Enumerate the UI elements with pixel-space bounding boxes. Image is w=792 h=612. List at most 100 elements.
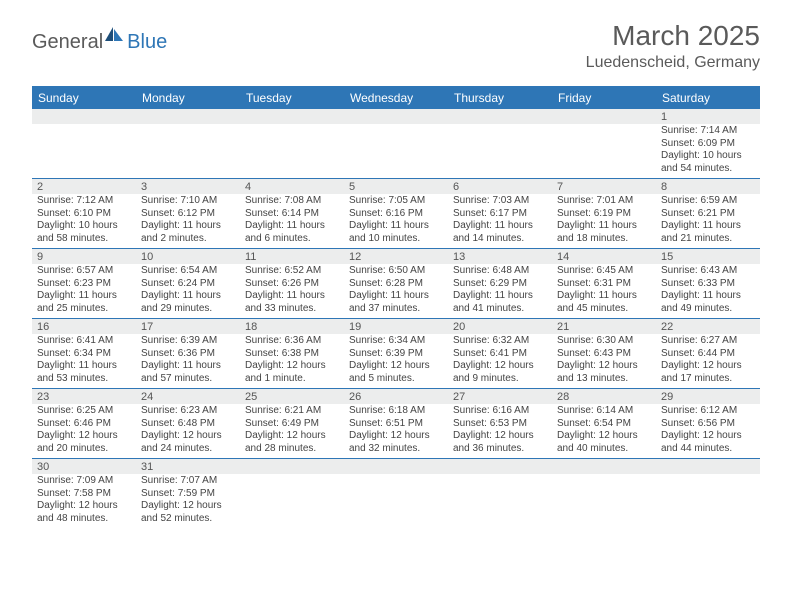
week-row: Sunrise: 7:14 AMSunset: 6:09 PMDaylight:… xyxy=(32,124,760,179)
sunset-text: Sunset: 6:31 PM xyxy=(557,278,651,291)
daylight-text: Daylight: 11 hours and 49 minutes. xyxy=(661,290,755,315)
sunrise-text: Sunrise: 6:45 AM xyxy=(557,265,651,278)
daylight-text: Daylight: 12 hours and 52 minutes. xyxy=(141,500,235,525)
week-row: Sunrise: 6:57 AMSunset: 6:23 PMDaylight:… xyxy=(32,264,760,319)
day-number: 3 xyxy=(136,179,240,194)
day-header-cell: Thursday xyxy=(448,87,552,109)
daylight-text: Daylight: 12 hours and 32 minutes. xyxy=(349,430,443,455)
day-cell: Sunrise: 7:12 AMSunset: 6:10 PMDaylight:… xyxy=(32,194,136,248)
day-cell: Sunrise: 7:07 AMSunset: 7:59 PMDaylight:… xyxy=(136,474,240,528)
day-number: 30 xyxy=(32,459,136,474)
day-cell: Sunrise: 7:10 AMSunset: 6:12 PMDaylight:… xyxy=(136,194,240,248)
day-cell xyxy=(344,124,448,178)
sunrise-text: Sunrise: 6:18 AM xyxy=(349,405,443,418)
daylight-text: Daylight: 12 hours and 36 minutes. xyxy=(453,430,547,455)
day-number: 4 xyxy=(240,179,344,194)
day-cell: Sunrise: 6:39 AMSunset: 6:36 PMDaylight:… xyxy=(136,334,240,388)
day-number: 16 xyxy=(32,319,136,334)
day-number-row: 3031 xyxy=(32,459,760,474)
day-cell: Sunrise: 6:32 AMSunset: 6:41 PMDaylight:… xyxy=(448,334,552,388)
daylight-text: Daylight: 10 hours and 58 minutes. xyxy=(37,220,131,245)
sunset-text: Sunset: 6:17 PM xyxy=(453,208,547,221)
day-number: 18 xyxy=(240,319,344,334)
day-number: 23 xyxy=(32,389,136,404)
sunrise-text: Sunrise: 6:32 AM xyxy=(453,335,547,348)
day-cell: Sunrise: 6:45 AMSunset: 6:31 PMDaylight:… xyxy=(552,264,656,318)
daylight-text: Daylight: 11 hours and 57 minutes. xyxy=(141,360,235,385)
daylight-text: Daylight: 11 hours and 45 minutes. xyxy=(557,290,651,315)
calendar: SundayMondayTuesdayWednesdayThursdayFrid… xyxy=(32,86,760,528)
day-header-cell: Tuesday xyxy=(240,87,344,109)
day-cell: Sunrise: 6:52 AMSunset: 6:26 PMDaylight:… xyxy=(240,264,344,318)
sunrise-text: Sunrise: 6:48 AM xyxy=(453,265,547,278)
week-row: Sunrise: 6:41 AMSunset: 6:34 PMDaylight:… xyxy=(32,334,760,389)
daylight-text: Daylight: 11 hours and 6 minutes. xyxy=(245,220,339,245)
day-cell xyxy=(136,124,240,178)
daylight-text: Daylight: 12 hours and 1 minute. xyxy=(245,360,339,385)
day-number: 5 xyxy=(344,179,448,194)
sunset-text: Sunset: 6:39 PM xyxy=(349,348,443,361)
week-row: Sunrise: 7:12 AMSunset: 6:10 PMDaylight:… xyxy=(32,194,760,249)
day-number xyxy=(448,459,552,474)
sail-icon xyxy=(103,26,125,48)
sunrise-text: Sunrise: 6:23 AM xyxy=(141,405,235,418)
day-number xyxy=(240,109,344,124)
day-cell: Sunrise: 7:03 AMSunset: 6:17 PMDaylight:… xyxy=(448,194,552,248)
day-number: 8 xyxy=(656,179,760,194)
day-cell xyxy=(448,124,552,178)
daylight-text: Daylight: 11 hours and 29 minutes. xyxy=(141,290,235,315)
sunrise-text: Sunrise: 7:08 AM xyxy=(245,195,339,208)
day-cell xyxy=(656,474,760,528)
day-number xyxy=(656,459,760,474)
day-cell: Sunrise: 6:18 AMSunset: 6:51 PMDaylight:… xyxy=(344,404,448,458)
sunrise-text: Sunrise: 7:09 AM xyxy=(37,475,131,488)
sunset-text: Sunset: 6:46 PM xyxy=(37,418,131,431)
month-title: March 2025 xyxy=(586,20,760,52)
day-header-cell: Wednesday xyxy=(344,87,448,109)
sunset-text: Sunset: 6:14 PM xyxy=(245,208,339,221)
day-cell: Sunrise: 6:23 AMSunset: 6:48 PMDaylight:… xyxy=(136,404,240,458)
sunrise-text: Sunrise: 6:54 AM xyxy=(141,265,235,278)
sunrise-text: Sunrise: 6:27 AM xyxy=(661,335,755,348)
day-cell: Sunrise: 6:50 AMSunset: 6:28 PMDaylight:… xyxy=(344,264,448,318)
day-cell: Sunrise: 7:09 AMSunset: 7:58 PMDaylight:… xyxy=(32,474,136,528)
sunset-text: Sunset: 6:28 PM xyxy=(349,278,443,291)
header: General Blue March 2025 Luedenscheid, Ge… xyxy=(0,0,792,80)
day-cell: Sunrise: 7:14 AMSunset: 6:09 PMDaylight:… xyxy=(656,124,760,178)
sunrise-text: Sunrise: 6:57 AM xyxy=(37,265,131,278)
day-header-cell: Monday xyxy=(136,87,240,109)
day-cell: Sunrise: 6:41 AMSunset: 6:34 PMDaylight:… xyxy=(32,334,136,388)
day-number: 27 xyxy=(448,389,552,404)
daylight-text: Daylight: 12 hours and 44 minutes. xyxy=(661,430,755,455)
sunrise-text: Sunrise: 6:21 AM xyxy=(245,405,339,418)
day-number: 2 xyxy=(32,179,136,194)
day-number-row: 23242526272829 xyxy=(32,389,760,404)
title-block: March 2025 Luedenscheid, Germany xyxy=(586,20,760,72)
day-number xyxy=(552,459,656,474)
day-cell xyxy=(552,124,656,178)
day-number: 13 xyxy=(448,249,552,264)
sunrise-text: Sunrise: 6:34 AM xyxy=(349,335,443,348)
day-number: 12 xyxy=(344,249,448,264)
day-number xyxy=(136,109,240,124)
day-number xyxy=(32,109,136,124)
day-cell: Sunrise: 6:27 AMSunset: 6:44 PMDaylight:… xyxy=(656,334,760,388)
day-number: 22 xyxy=(656,319,760,334)
day-cell: Sunrise: 6:36 AMSunset: 6:38 PMDaylight:… xyxy=(240,334,344,388)
day-number: 28 xyxy=(552,389,656,404)
day-cell: Sunrise: 6:48 AMSunset: 6:29 PMDaylight:… xyxy=(448,264,552,318)
sunrise-text: Sunrise: 6:52 AM xyxy=(245,265,339,278)
day-cell: Sunrise: 6:12 AMSunset: 6:56 PMDaylight:… xyxy=(656,404,760,458)
day-cell: Sunrise: 6:34 AMSunset: 6:39 PMDaylight:… xyxy=(344,334,448,388)
sunset-text: Sunset: 6:53 PM xyxy=(453,418,547,431)
daylight-text: Daylight: 11 hours and 18 minutes. xyxy=(557,220,651,245)
daylight-text: Daylight: 10 hours and 54 minutes. xyxy=(661,150,755,175)
daylight-text: Daylight: 11 hours and 41 minutes. xyxy=(453,290,547,315)
day-header-cell: Sunday xyxy=(32,87,136,109)
logo-text-general: General xyxy=(32,31,103,54)
sunrise-text: Sunrise: 6:14 AM xyxy=(557,405,651,418)
day-cell xyxy=(240,124,344,178)
day-number-row: 16171819202122 xyxy=(32,319,760,334)
sunset-text: Sunset: 6:19 PM xyxy=(557,208,651,221)
logo: General Blue xyxy=(32,26,167,58)
